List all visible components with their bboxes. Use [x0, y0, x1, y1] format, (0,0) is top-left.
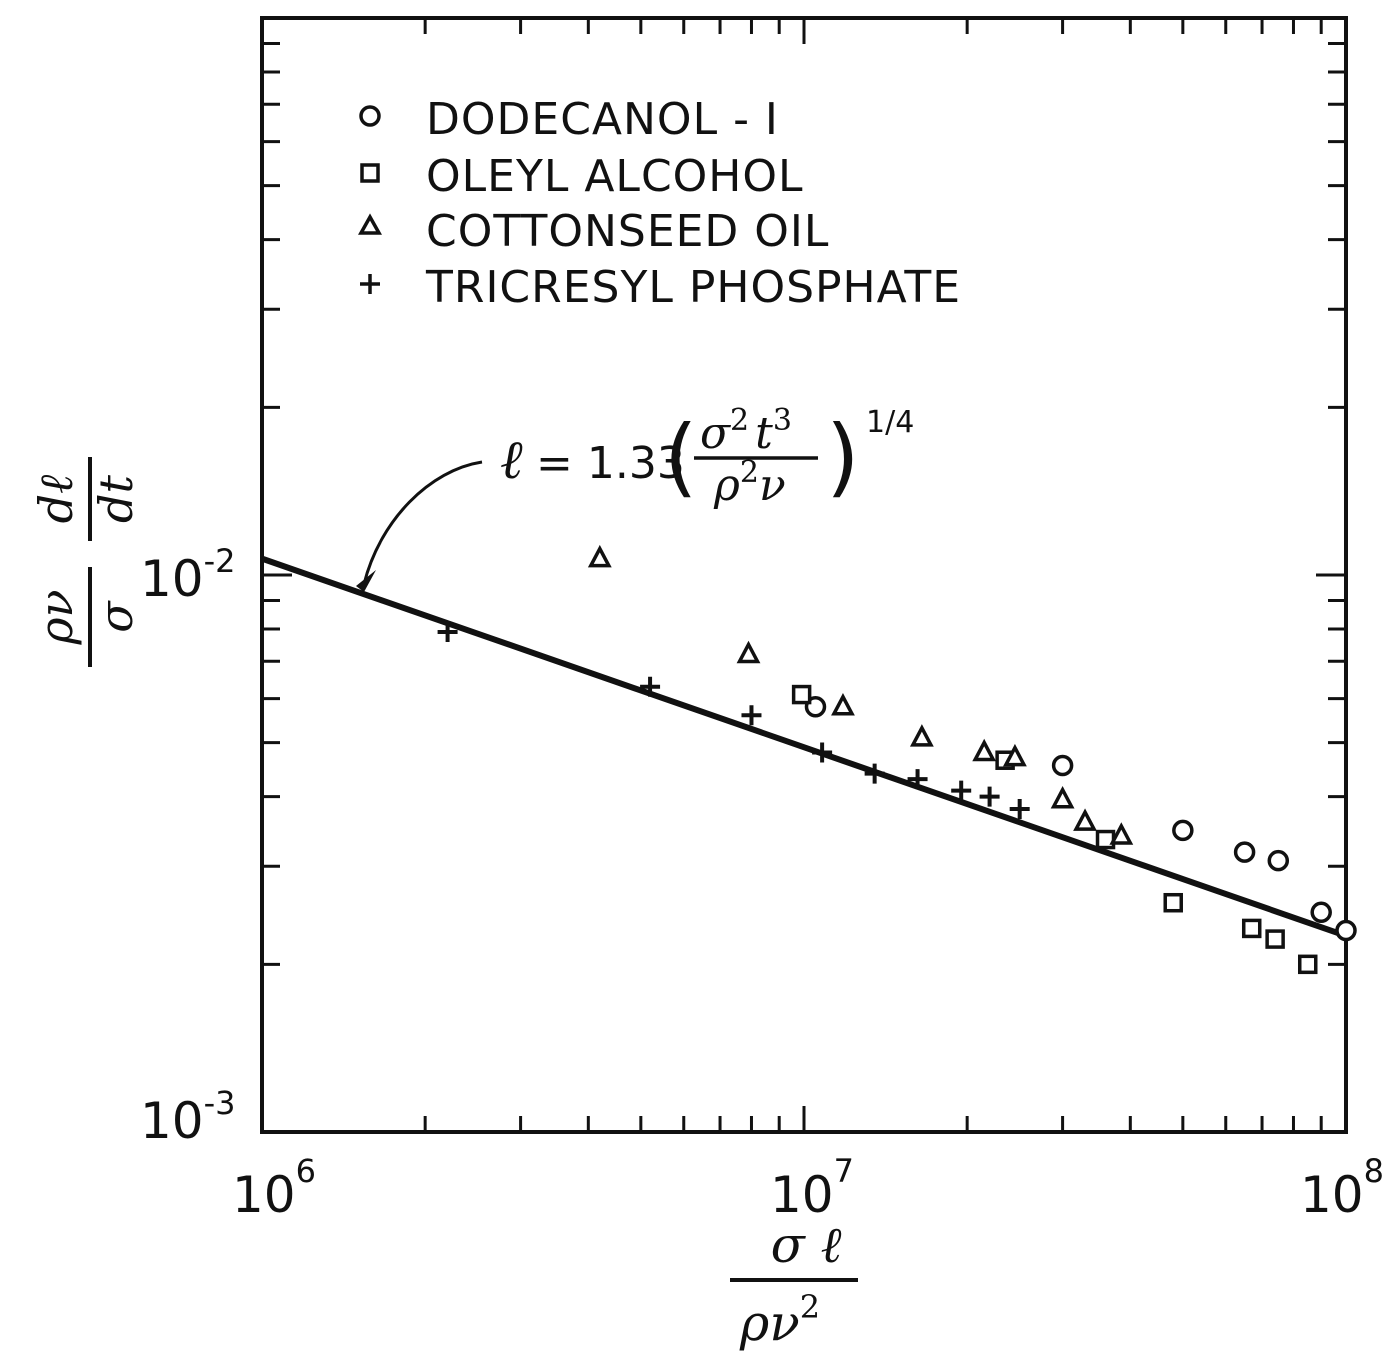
dodecanol-i-point [1310, 901, 1332, 924]
fit-equation-annotation: ℓ = 1.33 ( σ2 t3 ρ2ν ) 1/4 [356, 403, 914, 592]
tricresyl-phosphate-point [864, 763, 885, 784]
y-axis-label: ρν σ dℓ dt [29, 457, 143, 667]
dodecanol-i-point [1233, 841, 1256, 863]
y-tick-label-1e-2: 10-2 [140, 542, 236, 608]
annotation-numerator: σ2 t3 [700, 403, 792, 459]
tricresyl-phosphate-point [951, 780, 972, 801]
tricresyl-phosphate-point [979, 786, 1000, 807]
cottonseed-oil-point [1109, 822, 1134, 845]
annotation-close-paren: ) [826, 407, 860, 507]
legend-label-3: TRICRESYL PHOSPHATE [425, 262, 961, 313]
legend-marker-square [360, 163, 380, 183]
annotation-coefficient: = 1.33 [536, 438, 685, 489]
legend-label-2: COTTONSEED OIL [426, 206, 829, 257]
x-tick-label-1e7: 107 [770, 1152, 854, 1224]
cottonseed-oil-point [587, 544, 612, 568]
legend-label-0: DODECANOL - I [426, 94, 779, 145]
x-tick-label-1e8: 108 [1300, 1152, 1384, 1224]
x-tick-label-1e6: 106 [232, 1152, 316, 1224]
cottonseed-oil-point [1003, 743, 1027, 767]
y-label-frac2-den: dt [89, 475, 143, 523]
oleyl-alcohol-point [1163, 892, 1183, 913]
y-label-frac2-num: dℓ [29, 474, 83, 523]
legend: DODECANOL - I OLEYL ALCOHOL COTTONSEED O… [358, 94, 961, 313]
oleyl-alcohol-point [1265, 929, 1285, 949]
fit-line-group [261, 555, 1347, 939]
oleyl-alcohol-point [1241, 918, 1262, 939]
dodecanol-i-point [1172, 819, 1194, 842]
y-label-frac1-num: ρν [29, 589, 83, 645]
cottonseed-oil-point [972, 738, 997, 762]
annotation-open-paren: ( [664, 407, 698, 507]
x-axis-label: σ ℓ ρν2 [730, 1216, 858, 1352]
oleyl-alcohol-point [1095, 829, 1116, 850]
annotation-arrowhead [356, 570, 376, 592]
cottonseed-oil-point [909, 724, 934, 747]
fit-line [261, 555, 1347, 939]
cottonseed-oil-point [736, 640, 761, 664]
tricresyl-phosphate-point [741, 705, 762, 726]
cottonseed-oil-point [1050, 785, 1075, 809]
annotation-exponent: 1/4 [866, 405, 914, 440]
legend-marker-triangle [358, 213, 382, 235]
data-points [437, 544, 1357, 975]
y-tick-label-1e-3: 10-3 [140, 1084, 236, 1150]
dodecanol-i-point [1267, 849, 1290, 872]
y-label-frac1-den: σ [89, 600, 143, 633]
oleyl-alcohol-point [791, 684, 812, 705]
tricresyl-phosphate-point [437, 622, 458, 643]
annotation-arrow-line [362, 460, 483, 585]
legend-marker-circle [359, 105, 381, 127]
tricresyl-phosphate-point [812, 742, 833, 763]
legend-marker-plus [360, 274, 380, 294]
cottonseed-oil-point [831, 693, 855, 716]
dodecanol-i-point [1335, 919, 1357, 942]
dodecanol-i-point [1051, 754, 1074, 777]
cottonseed-oil-point [1073, 808, 1097, 831]
annotation-denominator: ρ2ν [713, 455, 786, 511]
legend-label-1: OLEYL ALCOHOL [426, 151, 804, 202]
annotation-lhs: ℓ [500, 428, 523, 491]
tricresyl-phosphate-point [1009, 799, 1030, 820]
tick-marks [260, 16, 1348, 1134]
x-label-numerator: σ ℓ [771, 1216, 842, 1274]
tricresyl-phosphate-point [907, 769, 928, 790]
x-label-denominator: ρν2 [739, 1288, 820, 1352]
oleyl-alcohol-point [1297, 954, 1318, 975]
plot-frame [260, 16, 1348, 1134]
tricresyl-phosphate-point [640, 676, 661, 697]
